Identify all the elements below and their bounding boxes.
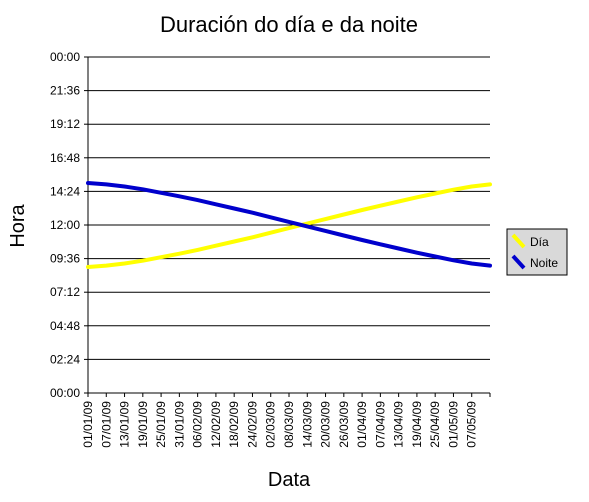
x-tick-labels: 01/01/09 07/01/09 13/01/09 19/01/09 25/01/09…: [81, 393, 491, 448]
y-tick-label: 14:24: [50, 184, 80, 198]
legend-swatch-noite: [511, 254, 526, 270]
series-line-dia: [86, 182, 492, 269]
x-tick-label: 08/03/09: [282, 401, 296, 448]
y-axis-title: Hora: [7, 203, 29, 247]
x-tick-label: 20/03/09: [319, 401, 333, 448]
chart-title: Duración do día e da noite: [160, 12, 418, 37]
y-tick-label: 07:12: [50, 285, 80, 299]
x-tick-label: 06/02/09: [191, 401, 205, 448]
y-tick-label: 12:00: [50, 218, 80, 232]
x-tick-label: 26/03/09: [337, 401, 351, 448]
grid-lines: [84, 56, 490, 394]
x-tick-label: 31/01/09: [172, 401, 186, 448]
x-tick-label: 01/01/09: [81, 401, 95, 448]
y-tick-label: 21:36: [50, 84, 80, 98]
x-tick-label: 01/05/09: [446, 401, 460, 448]
x-tick-label: 14/03/09: [300, 401, 314, 448]
x-tick-label: 19/01/09: [136, 401, 150, 448]
x-tick-label: 25/01/09: [154, 401, 168, 448]
y-tick-labels: 00:00 02:24 04:48 07:12 09:36 12:00 14:24 16:48…: [50, 50, 80, 400]
x-tick-label: 07/01/09: [99, 401, 113, 448]
legend-swatch-dia: [511, 233, 526, 249]
legend-label-noite: Noite: [530, 256, 558, 270]
y-tick-label: 00:00: [50, 386, 80, 400]
x-tick-label: 13/04/09: [392, 401, 406, 448]
y-tick-label: 09:36: [50, 252, 80, 266]
y-tick-label: 19:12: [50, 117, 80, 131]
x-tick-label: 24/02/09: [245, 401, 259, 448]
x-tick-label: 13/01/09: [118, 401, 132, 448]
y-tick-label: 02:24: [50, 352, 80, 366]
series-lines: [86, 181, 492, 269]
series-line-noite: [86, 181, 492, 268]
y-tick-label: 04:48: [50, 319, 80, 333]
x-tick-label: 02/03/09: [264, 401, 278, 448]
x-tick-label: 18/02/09: [227, 401, 241, 448]
x-tick-label: 07/05/09: [465, 401, 479, 448]
legend-label-dia: Día: [530, 235, 549, 249]
x-tick-label: 07/04/09: [373, 401, 387, 448]
y-tick-label: 16:48: [50, 151, 80, 165]
legend: Día Noite: [506, 228, 568, 276]
x-tick-label: 19/04/09: [410, 401, 424, 448]
y-tick-label: 00:00: [50, 50, 80, 64]
x-tick-label: 25/04/09: [428, 401, 442, 448]
x-tick-label: 12/02/09: [209, 401, 223, 448]
x-axis-title: Data: [268, 469, 311, 491]
x-tick-label: 01/04/09: [355, 401, 369, 448]
